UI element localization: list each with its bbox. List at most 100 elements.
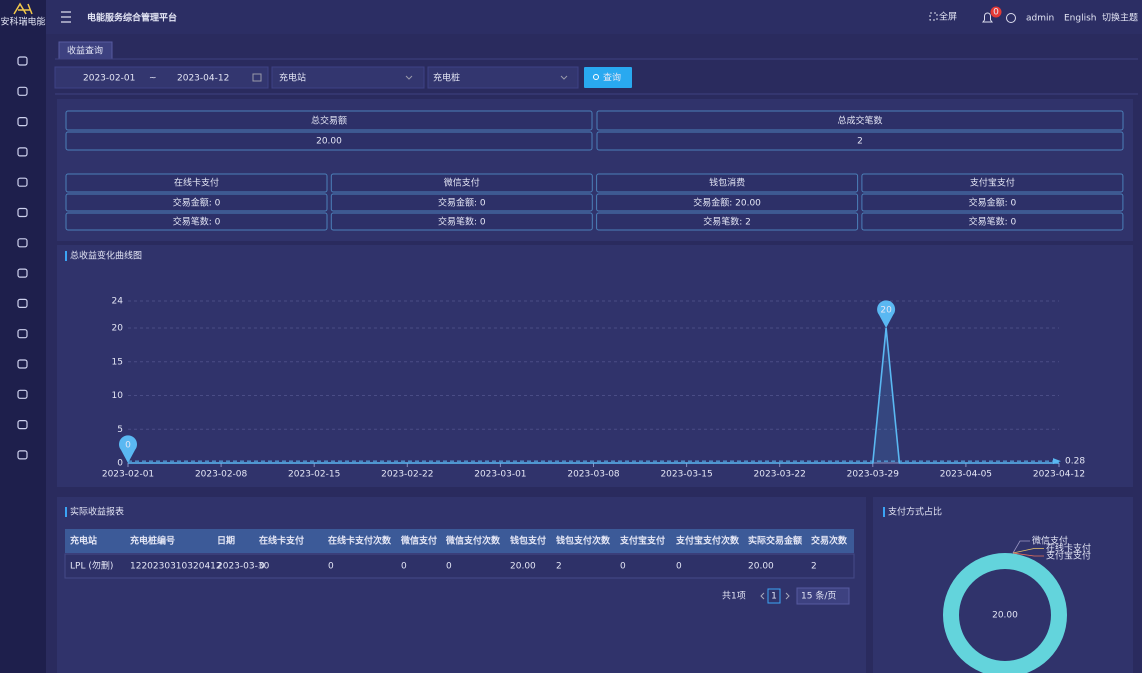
fullscreen[interactable]: 全屏 — [939, 11, 957, 23]
title-marker — [65, 507, 67, 517]
nav-icon[interactable] — [17, 177, 28, 187]
pie-value-label: 20.00 — [992, 611, 1018, 621]
badge — [990, 6, 1002, 18]
column-header: 充电桩编号 — [130, 535, 175, 547]
payment-amount: 交易金额: 20.00 — [693, 197, 761, 209]
nav-icon[interactable] — [17, 238, 28, 248]
card-cell — [330, 212, 593, 231]
app-title: 电能服务综合管理平台 — [87, 12, 177, 24]
chart-title: 总收益变化曲线图 — [70, 250, 142, 262]
summary-label: 总交易额 — [311, 115, 347, 127]
nav-icon[interactable] — [17, 56, 28, 66]
table-header — [65, 529, 854, 553]
card-cell — [65, 212, 328, 231]
payment-amount: 交易金额: 0 — [969, 197, 1017, 209]
nav-icon[interactable] — [17, 298, 28, 308]
nav-icon[interactable] — [17, 116, 28, 127]
cell: 0 — [620, 562, 626, 572]
payment-label: 微信支付 — [444, 177, 480, 189]
menu-icon[interactable] — [61, 11, 71, 23]
card-cell — [861, 173, 1124, 193]
column-header: 交易次数 — [811, 535, 848, 547]
nav-icon[interactable] — [17, 207, 28, 218]
cell: 0 — [259, 562, 265, 572]
user[interactable]: admin — [1026, 14, 1054, 24]
tab-label[interactable]: 收益查询 — [67, 45, 103, 57]
nav-icon[interactable] — [17, 329, 28, 339]
start-date[interactable]: 2023-02-01 — [83, 74, 135, 84]
x-tick-label: 2023-03-29 — [847, 470, 900, 480]
payment-amount: 交易金额: 0 — [438, 197, 486, 209]
leader-line — [1012, 548, 1044, 554]
payment-amount: 交易金额: 0 — [173, 197, 221, 209]
page-number[interactable]: 1 — [771, 592, 777, 602]
query-label[interactable]: 查询 — [603, 72, 621, 84]
average-label: 0.28 — [1065, 457, 1085, 467]
mark-pin-label: 0 — [125, 441, 131, 451]
nav-icon[interactable] — [17, 359, 28, 369]
x-tick-label: 2023-03-15 — [660, 470, 712, 480]
x-tick-label: 2023-04-05 — [940, 470, 992, 480]
average-arrow — [1053, 458, 1061, 465]
pile-placeholder: 充电桩 — [433, 72, 460, 84]
cell: 20.00 — [510, 562, 536, 572]
query-button[interactable] — [584, 67, 632, 88]
cell: 0 — [401, 562, 407, 572]
column-header: 在线卡支付 — [259, 535, 304, 547]
payment-label: 支付宝支付 — [970, 177, 1015, 189]
column-header: 支付宝支付次数 — [675, 535, 740, 547]
station-select[interactable] — [271, 66, 425, 89]
title-marker — [65, 251, 67, 261]
payment-label: 在线卡支付 — [174, 177, 219, 189]
line-panel — [57, 245, 1133, 487]
x-tick-label: 2023-03-01 — [474, 470, 526, 480]
nav-icon[interactable] — [17, 147, 28, 157]
chevron — [405, 75, 413, 80]
end-date[interactable]: 2023-04-12 — [177, 74, 229, 84]
pie-label: 在线卡支付 — [1046, 542, 1091, 554]
page-current[interactable] — [767, 588, 781, 604]
pile-select[interactable] — [427, 66, 579, 89]
nav-icon[interactable] — [17, 389, 28, 399]
x-tick-label: 2023-02-15 — [288, 470, 340, 480]
y-tick-label: 5 — [117, 425, 123, 435]
leader-line — [1012, 552, 1044, 557]
mark-pin — [877, 300, 896, 328]
card-cell — [596, 193, 859, 212]
chart-title: 支付方式占比 — [888, 506, 942, 518]
nav-icon[interactable] — [17, 86, 28, 96]
mark-pin-label: 20 — [880, 306, 892, 316]
theme-switch[interactable]: 切换主题 — [1102, 12, 1138, 24]
language[interactable]: English — [1064, 14, 1097, 24]
payment-count: 交易笔数: 2 — [703, 216, 751, 228]
y-tick-label: 10 — [112, 391, 124, 401]
calendar-icon — [252, 73, 262, 82]
nav-icon[interactable] — [17, 420, 28, 430]
page-next[interactable] — [785, 592, 790, 600]
pie-label: 微信支付 — [1032, 535, 1068, 547]
chevron — [560, 75, 568, 80]
card-cell — [596, 212, 859, 231]
date-range[interactable] — [54, 66, 269, 89]
card-cell — [65, 131, 593, 151]
y-tick-label: 0 — [117, 459, 123, 469]
cell: 0 — [446, 562, 452, 572]
page-size-label[interactable]: 15 条/页 — [801, 590, 836, 602]
card-cell — [330, 173, 593, 193]
cell: 20.00 — [748, 562, 774, 572]
y-tick-label: 15 — [112, 357, 123, 367]
table-row — [64, 553, 855, 579]
bell-icon[interactable] — [982, 12, 993, 23]
nav-icon[interactable] — [17, 268, 28, 278]
pagination-total: 共1项 — [722, 591, 746, 602]
column-header: 钱包支付次数 — [556, 535, 611, 547]
x-tick-label: 2023-03-22 — [754, 470, 806, 480]
card-cell — [861, 193, 1124, 212]
fullscreen-icon[interactable] — [929, 12, 938, 21]
page-prev[interactable] — [760, 592, 765, 600]
payment-count: 交易笔数: 0 — [969, 216, 1017, 228]
page-size[interactable] — [796, 587, 850, 605]
nav-icon[interactable] — [17, 450, 28, 460]
help-icon[interactable] — [1006, 13, 1016, 23]
